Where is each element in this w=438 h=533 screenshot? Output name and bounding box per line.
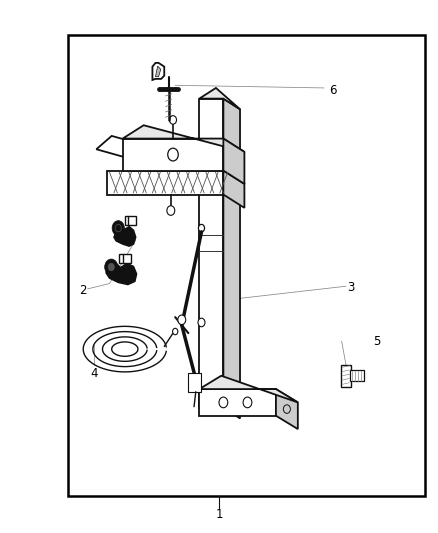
Circle shape (198, 224, 205, 232)
Circle shape (178, 315, 186, 325)
Polygon shape (199, 88, 240, 109)
Circle shape (283, 405, 290, 414)
Text: 6: 6 (329, 84, 337, 97)
Polygon shape (152, 63, 164, 80)
Circle shape (168, 148, 178, 161)
Polygon shape (155, 66, 161, 77)
Circle shape (115, 224, 121, 232)
Text: 3: 3 (347, 281, 354, 294)
Circle shape (105, 259, 118, 275)
Circle shape (170, 116, 177, 124)
Polygon shape (199, 99, 223, 408)
Polygon shape (107, 171, 223, 195)
Polygon shape (96, 136, 140, 157)
Text: 1: 1 (215, 508, 223, 521)
Text: 4: 4 (90, 367, 98, 379)
Polygon shape (106, 263, 137, 285)
Circle shape (198, 318, 205, 327)
FancyBboxPatch shape (125, 216, 136, 225)
Polygon shape (199, 389, 276, 416)
Polygon shape (188, 373, 201, 392)
Circle shape (243, 397, 252, 408)
Polygon shape (350, 370, 364, 381)
Circle shape (219, 397, 228, 408)
Polygon shape (123, 139, 223, 171)
Text: 5: 5 (373, 335, 380, 348)
Circle shape (112, 221, 124, 236)
FancyBboxPatch shape (119, 254, 131, 263)
Text: 2: 2 (79, 284, 87, 297)
Polygon shape (223, 139, 244, 184)
Bar (68, 35, 425, 496)
Polygon shape (223, 99, 240, 418)
Circle shape (108, 263, 114, 271)
Circle shape (167, 206, 175, 215)
Polygon shape (199, 376, 298, 402)
Circle shape (173, 328, 178, 335)
Polygon shape (114, 227, 136, 246)
Polygon shape (276, 389, 298, 429)
Polygon shape (123, 125, 244, 152)
FancyBboxPatch shape (341, 365, 351, 387)
Polygon shape (223, 171, 244, 208)
